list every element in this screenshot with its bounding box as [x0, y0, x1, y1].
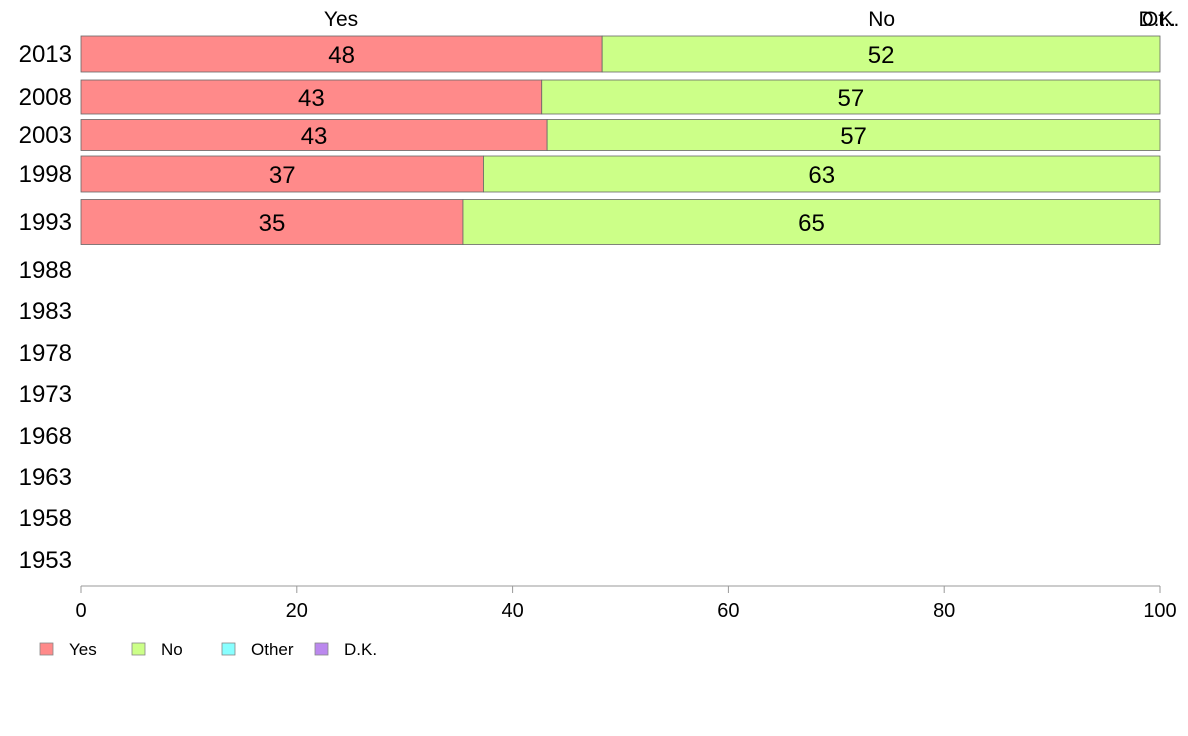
x-axis: 0 20 40 60 80 100 — [75, 585, 1177, 622]
bar-no-2013 — [601, 35, 1161, 73]
x-tick-label-100: 100 — [1143, 600, 1176, 622]
data-label-yes-1993: 35 — [259, 210, 286, 237]
y-tick-label-1988: 1988 — [19, 257, 72, 284]
data-label-yes-2013: 48 — [328, 42, 355, 69]
legend-swatch-yes — [39, 642, 54, 656]
y-tick-label-1983: 1983 — [19, 298, 72, 325]
top-label-yes: Yes — [324, 8, 358, 31]
x-tick-label-20: 20 — [286, 600, 308, 622]
legend-label-yes: Yes — [69, 640, 97, 659]
legend-label-d-k: D.K. — [344, 640, 377, 659]
x-tick-label-60: 60 — [717, 600, 739, 622]
x-tick-label-40: 40 — [501, 600, 523, 622]
legend-swatch-no — [131, 642, 146, 656]
y-axis: 2013 2008 2003 1998 1993 1988 1983 1978 1973 1968… — [19, 41, 72, 574]
y-tick-label-1973: 1973 — [19, 381, 72, 408]
legend: Yes No Other D.K. — [39, 640, 377, 659]
data-label-yes-1998: 37 — [269, 162, 296, 189]
top-label-d-k: D.K. — [1138, 8, 1179, 31]
data-label-no-1998: 63 — [808, 162, 835, 189]
bar-no-1993 — [462, 199, 1161, 245]
y-tick-label-1978: 1978 — [19, 340, 72, 367]
data-label-no-2008: 57 — [838, 85, 865, 112]
legend-swatch-other — [221, 642, 236, 656]
top-label-ot: Ot.. — [1142, 8, 1176, 31]
y-tick-label-1993: 1993 — [19, 209, 72, 236]
bar-no-2003 — [546, 119, 1161, 151]
bar-yes-1993 — [80, 199, 464, 245]
data-label-no-1993: 65 — [798, 210, 825, 237]
data-label-no-2003: 57 — [840, 123, 867, 150]
bar-no-2008 — [541, 79, 1161, 115]
y-tick-label-2003: 2003 — [19, 122, 72, 149]
bar-yes-1998 — [80, 155, 484, 193]
legend-label-no: No — [161, 640, 183, 659]
legend-label-other: Other — [251, 640, 294, 659]
x-tick-label-80: 80 — [933, 600, 955, 622]
y-tick-label-2008: 2008 — [19, 84, 72, 111]
y-tick-label-1958: 1958 — [19, 505, 72, 532]
data-label-no-2013: 52 — [868, 42, 895, 69]
bar-yes-2003 — [80, 119, 548, 151]
y-tick-label-1968: 1968 — [19, 423, 72, 450]
top-labels: Yes No D.K.Ot.. — [324, 8, 1179, 31]
data-label-yes-2008: 43 — [298, 85, 325, 112]
bars: 48 52 43 57 43 57 37 63 35 65 — [80, 35, 1161, 245]
bar-no-1998 — [483, 155, 1161, 193]
y-tick-label-1998: 1998 — [19, 161, 72, 188]
y-tick-label-1953: 1953 — [19, 547, 72, 574]
y-tick-label-2013: 2013 — [19, 41, 72, 68]
x-tick-label-0: 0 — [75, 600, 86, 622]
y-tick-label-1963: 1963 — [19, 464, 72, 491]
legend-swatch-d-k — [314, 642, 329, 656]
data-label-yes-2003: 43 — [301, 123, 328, 150]
top-label-no: No — [868, 8, 895, 31]
